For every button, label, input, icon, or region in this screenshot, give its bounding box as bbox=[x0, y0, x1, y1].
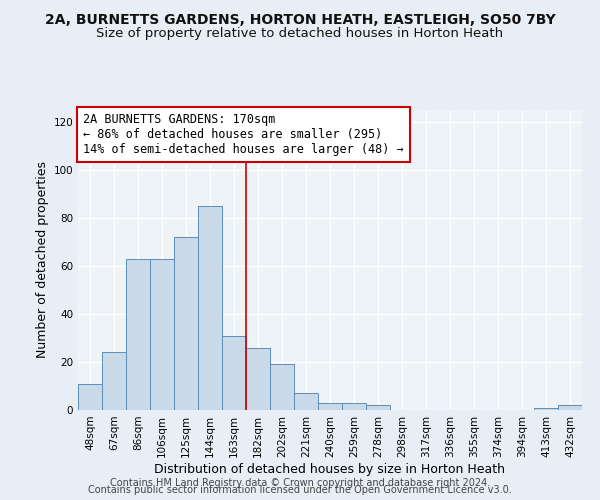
Bar bbox=[246, 348, 270, 410]
Bar bbox=[270, 364, 294, 410]
Text: 2A, BURNETTS GARDENS, HORTON HEATH, EASTLEIGH, SO50 7BY: 2A, BURNETTS GARDENS, HORTON HEATH, EAST… bbox=[44, 12, 556, 26]
Bar bbox=[222, 336, 246, 410]
Bar bbox=[102, 352, 126, 410]
Bar bbox=[558, 405, 582, 410]
Bar bbox=[78, 384, 102, 410]
Bar bbox=[198, 206, 222, 410]
Bar bbox=[174, 237, 198, 410]
Bar bbox=[534, 408, 558, 410]
Bar bbox=[150, 259, 174, 410]
Bar bbox=[126, 259, 150, 410]
Y-axis label: Number of detached properties: Number of detached properties bbox=[36, 162, 49, 358]
Text: Contains HM Land Registry data © Crown copyright and database right 2024.: Contains HM Land Registry data © Crown c… bbox=[110, 478, 490, 488]
Text: Size of property relative to detached houses in Horton Heath: Size of property relative to detached ho… bbox=[97, 28, 503, 40]
X-axis label: Distribution of detached houses by size in Horton Heath: Distribution of detached houses by size … bbox=[155, 462, 505, 475]
Bar bbox=[294, 393, 318, 410]
Bar bbox=[318, 403, 342, 410]
Bar bbox=[342, 403, 366, 410]
Bar bbox=[366, 405, 390, 410]
Text: 2A BURNETTS GARDENS: 170sqm
← 86% of detached houses are smaller (295)
14% of se: 2A BURNETTS GARDENS: 170sqm ← 86% of det… bbox=[83, 113, 404, 156]
Text: Contains public sector information licensed under the Open Government Licence v3: Contains public sector information licen… bbox=[88, 485, 512, 495]
